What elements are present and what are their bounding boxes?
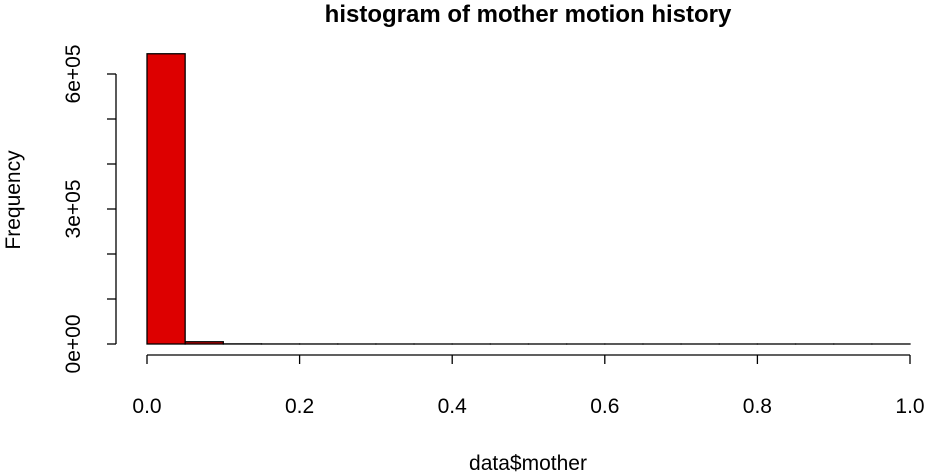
chart-title: histogram of mother motion history xyxy=(325,1,732,28)
x-tick-label: 1.0 xyxy=(895,395,924,418)
y-tick-label: 0e+00 xyxy=(62,315,85,374)
histogram-bar xyxy=(146,53,186,345)
x-tick-label: 0.4 xyxy=(438,395,468,418)
x-tick-label: 0.6 xyxy=(590,395,619,418)
x-axis: 0.0 0.2 0.4 0.6 0.8 1.0 xyxy=(132,354,925,418)
x-axis-label: data$mother xyxy=(469,452,587,475)
y-axis: 0e+00 3e+05 6e+05 xyxy=(62,45,117,374)
x-tick-label: 0.8 xyxy=(743,395,772,418)
x-tick-label: 0.2 xyxy=(285,395,314,418)
x-tick-label: 0.0 xyxy=(132,395,161,418)
bars-group xyxy=(146,53,911,345)
histogram-bar xyxy=(184,341,224,345)
y-tick-label: 3e+05 xyxy=(62,180,85,239)
y-tick-label: 6e+05 xyxy=(62,45,85,104)
y-axis-label: Frequency xyxy=(2,150,25,250)
